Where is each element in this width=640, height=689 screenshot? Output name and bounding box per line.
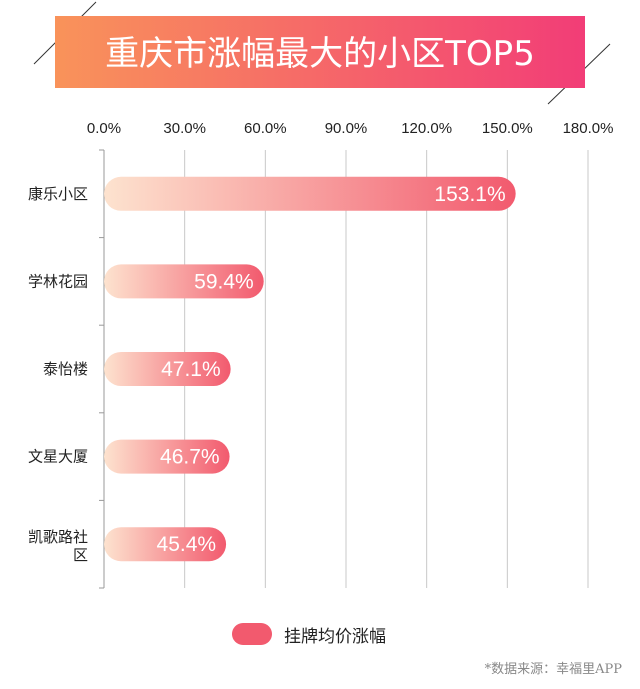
title-banner: 重庆市涨幅最大的小区TOP5	[33, 1, 611, 105]
x-tick-label: 90.0%	[325, 120, 368, 137]
x-tick-label: 30.0%	[163, 120, 206, 137]
x-tick-label: 60.0%	[244, 120, 287, 137]
category-label: 文星大厦	[28, 448, 88, 466]
data-label: 59.4%	[194, 270, 254, 293]
bars: 153.1% 59.4% 47.1% 46.7% 45.4%	[104, 176, 516, 562]
category-label: 凯歌路社区	[28, 528, 88, 564]
data-label: 47.1%	[161, 358, 221, 381]
category-label: 学林花园	[28, 272, 88, 290]
bar	[104, 264, 264, 299]
legend: 挂牌均价涨幅	[232, 620, 386, 648]
bar	[104, 176, 516, 211]
x-tick-label: 120.0%	[401, 120, 452, 137]
chart-title: 重庆市涨幅最大的小区TOP5	[105, 34, 535, 74]
x-tick-labels: 0.0% 30.0% 60.0% 90.0% 120.0% 150.0% 180.0%	[87, 120, 614, 137]
category-label: 康乐小区	[28, 185, 88, 203]
bar	[104, 527, 227, 562]
grid-lines	[99, 149, 589, 589]
data-label: 153.1%	[434, 183, 505, 206]
category-label: 泰怡楼	[43, 360, 88, 378]
x-tick-label: 0.0%	[87, 120, 121, 137]
data-label: 45.4%	[157, 533, 217, 556]
banner-background	[55, 16, 585, 88]
bar	[104, 439, 230, 474]
x-tick-label: 180.0%	[563, 120, 614, 137]
bar	[104, 352, 231, 386]
legend-label: 挂牌均价涨幅	[284, 626, 386, 647]
data-label: 46.7%	[160, 446, 220, 469]
source-note: *数据来源：幸福里APP	[484, 662, 622, 677]
x-tick-label: 150.0%	[482, 120, 533, 137]
legend-swatch	[232, 623, 272, 645]
